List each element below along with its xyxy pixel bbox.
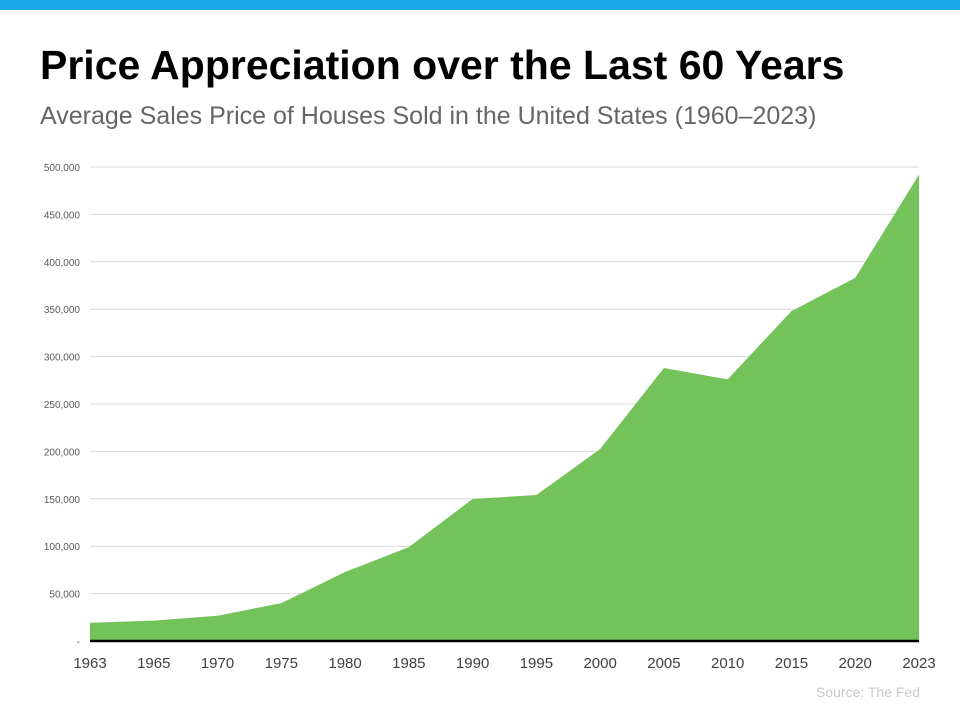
x-tick-label: 2020: [839, 655, 872, 672]
y-tick-label: 200,000: [44, 447, 81, 458]
x-tick-label: 1995: [520, 655, 553, 672]
x-tick-label: 2010: [711, 655, 744, 672]
x-tick-label: 1970: [201, 655, 234, 672]
y-tick-label: 500,000: [44, 163, 81, 174]
y-tick-label: 250,000: [44, 400, 81, 411]
x-tick-label: 1980: [328, 655, 361, 672]
x-tick-label: 2023: [902, 655, 935, 672]
y-tick-label: -: [77, 637, 80, 648]
x-tick-label: 2005: [647, 655, 680, 672]
y-tick-label: 400,000: [44, 258, 81, 269]
x-tick-label: 2015: [775, 655, 808, 672]
x-tick-label: 2000: [583, 655, 616, 672]
y-tick-label: 300,000: [44, 353, 81, 364]
x-tick-label: 1975: [265, 655, 298, 672]
x-tick-label: 1963: [73, 655, 106, 672]
price-area: [90, 174, 919, 642]
top-accent-bar: [0, 0, 960, 10]
chart-title: Price Appreciation over the Last 60 Year…: [40, 42, 845, 88]
y-tick-label: 50,000: [49, 590, 80, 601]
x-tick-label: 1965: [137, 655, 170, 672]
source-note: Source: The Fed: [815, 684, 920, 700]
x-tick-label: 1990: [456, 655, 489, 672]
chart-subtitle: Average Sales Price of Houses Sold in th…: [40, 102, 817, 130]
y-tick-label: 350,000: [44, 305, 81, 316]
y-tick-label: 450,000: [44, 210, 81, 221]
y-tick-label: 100,000: [44, 542, 81, 553]
x-tick-label: 1985: [392, 655, 425, 672]
y-tick-label: 150,000: [44, 495, 81, 506]
